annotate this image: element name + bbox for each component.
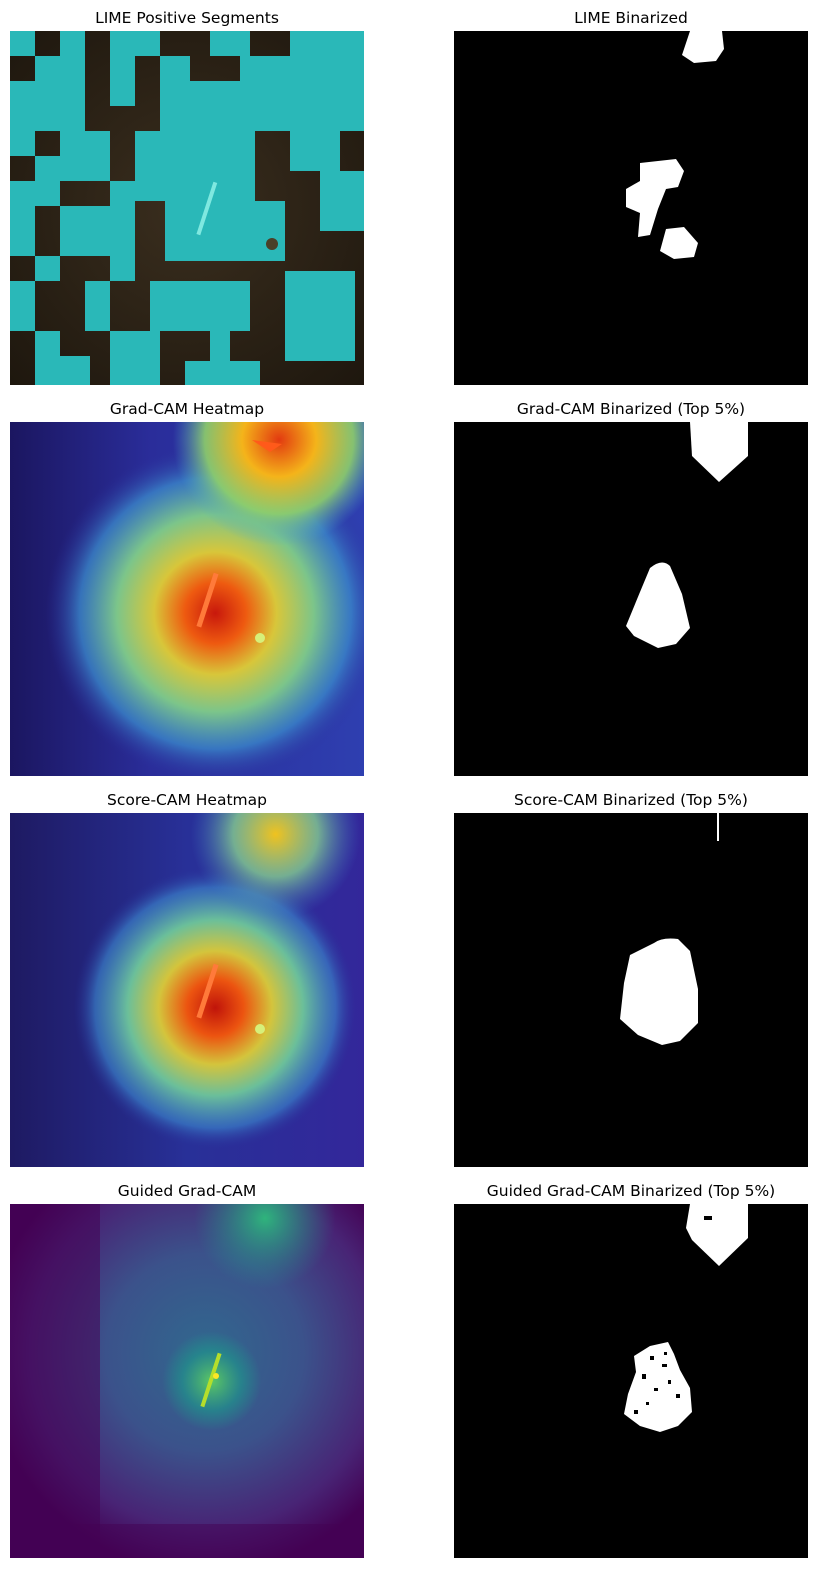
panel-title-guided-gradcam: Guided Grad-CAM [117,1182,257,1200]
gradcam-heatmap-image [10,422,364,776]
scorecam-binarized-mask [454,813,808,1167]
scorecam-heatmap-image [10,813,364,1167]
panel-title-lime-segments: LIME Positive Segments [95,9,279,27]
panel-title-lime-binarized: LIME Binarized [574,9,688,27]
guided-gradcam-image [10,1204,364,1558]
panel-title-gradcam-binarized: Grad-CAM Binarized (Top 5%) [516,400,746,418]
panel-title-scorecam-heatmap: Score-CAM Heatmap [107,791,267,809]
panel-title-guided-gradcam-binarized: Guided Grad-CAM Binarized (Top 5%) [486,1182,776,1200]
lime-positive-segments-image [10,31,364,385]
panel-title-gradcam-heatmap: Grad-CAM Heatmap [109,400,265,418]
panel-title-scorecam-binarized: Score-CAM Binarized (Top 5%) [514,791,748,809]
lime-binarized-mask [454,31,808,385]
gradcam-binarized-mask [454,422,808,776]
guided-gradcam-binarized-mask [454,1204,808,1558]
